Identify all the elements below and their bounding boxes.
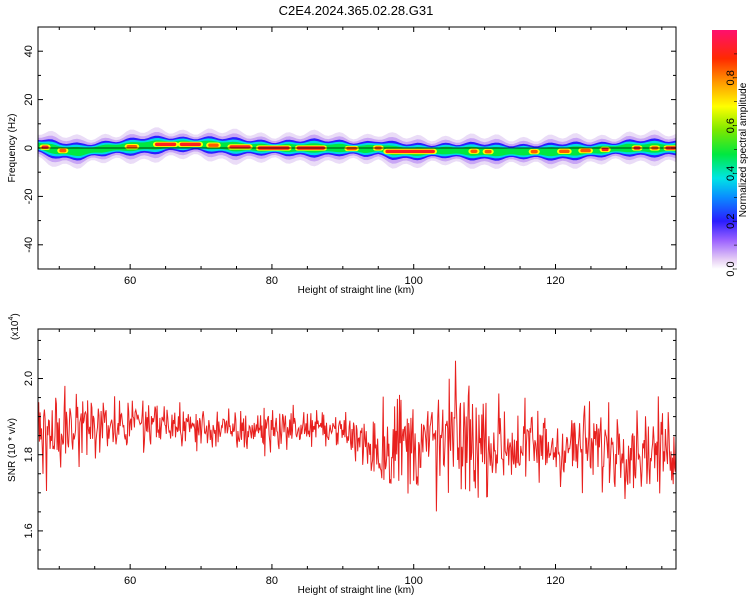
spectrogram-axes: 60 80 100 120 -40 -20 0 20 40 <box>23 26 676 287</box>
colorbar-tick-label: 0.6 <box>725 118 737 133</box>
spectrogram-y-tick-label: 20 <box>23 93 35 105</box>
spectrogram-x-tick-label: 120 <box>546 275 564 287</box>
snr-x-tick-label: 60 <box>124 575 136 587</box>
band-peak <box>385 149 435 154</box>
snr-x-tick-label: 120 <box>546 575 564 587</box>
snr-series-line <box>38 360 676 512</box>
colorbar-tick-label: 0.0 <box>725 261 737 276</box>
snr-y-tick-label: 2.0 <box>23 371 35 386</box>
snr-x-axis-label: Height of straight line (km) <box>298 585 415 596</box>
snr-multiplier-exponent: 4 <box>8 317 15 321</box>
band-peak <box>346 146 357 151</box>
spectrogram-y-tick-label: 40 <box>23 45 35 57</box>
band-peak <box>59 148 67 153</box>
spectrogram-y-tick-label: -40 <box>23 237 35 253</box>
snr-x-tick-label: 100 <box>405 575 423 587</box>
band-peak <box>126 144 138 149</box>
band-peak <box>179 142 202 147</box>
snr-multiplier: (x104) <box>8 313 21 340</box>
snr-frame <box>37 328 677 570</box>
snr-axes: 60 80 100 120 1.6 1.8 2.0 <box>23 329 676 587</box>
colorbar-label: Normalized spectral amplitude <box>738 82 749 217</box>
spectrogram-x-tick-label: 100 <box>405 275 423 287</box>
snr-x-tick-label: 80 <box>266 575 278 587</box>
spectrogram-y-axis-label: Frequency (Hz) <box>7 114 18 183</box>
spectrogram-x-tick-label: 80 <box>266 275 278 287</box>
snr-multiplier-base: (x10 <box>10 320 21 340</box>
spectrogram-x-axis-label: Height of straight line (km) <box>298 285 415 296</box>
colorbar-tick-label: 0.8 <box>725 70 737 85</box>
band-peak <box>530 149 538 154</box>
band-peak <box>208 143 219 147</box>
colorbar-tick-label: 0.4 <box>725 166 737 181</box>
colorbar-gradient <box>712 30 737 269</box>
band-peak <box>601 147 609 152</box>
spectrogram-x-tick-label: 60 <box>124 275 136 287</box>
spectrogram-y-tick-label: -20 <box>23 188 35 204</box>
colorbar: 0.0 0.2 0.4 0.6 0.8 Normalized spectral ampl… <box>712 30 749 277</box>
spectrogram-y-tick-label: 0 <box>23 145 35 151</box>
band-peak <box>484 149 492 154</box>
snr-panel: 60 80 100 120 1.6 1.8 2.0 Height of straight l… <box>7 313 677 596</box>
band-peak <box>154 142 177 147</box>
svg-text:(x104): (x104) <box>8 313 21 340</box>
band-peak <box>470 149 478 153</box>
snr-y-axis-label: SNR (10 * v/v) <box>7 418 18 482</box>
snr-y-tick-label: 1.8 <box>23 447 35 462</box>
spectrogram-panel: 60 80 100 120 -40 -20 0 20 40 Height of straight… <box>7 26 677 296</box>
spectral-band <box>38 127 676 169</box>
snr-y-tick-label: 1.6 <box>23 523 35 538</box>
figure-title: C2E4.2024.365.02.28.G31 <box>279 3 434 18</box>
colorbar-ticks: 0.0 0.2 0.4 0.6 0.8 <box>725 53 737 277</box>
band-peak <box>559 149 570 154</box>
colorbar-tick-label: 0.2 <box>725 214 737 229</box>
band-peak <box>580 148 591 153</box>
